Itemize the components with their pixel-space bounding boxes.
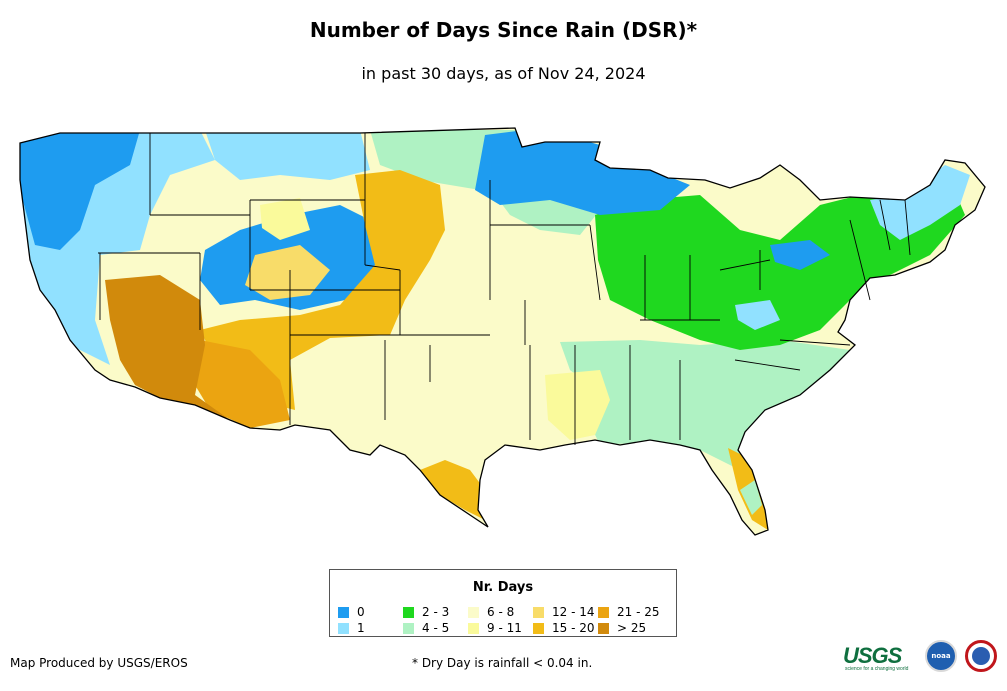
zone-9-11-lower-mississippi — [545, 370, 610, 440]
legend-item: 0 — [338, 605, 365, 619]
logo-group: USGS science for a changing world noaa — [843, 640, 1003, 676]
zone-15-20-plains — [200, 170, 445, 410]
map-title: Number of Days Since Rain (DSR)* — [309, 18, 698, 42]
legend-swatch — [403, 606, 414, 618]
zone-15-20-texas-coast — [420, 460, 485, 520]
zone-1-virginia — [735, 300, 780, 330]
legend: Nr. Days 0 1 2 - 3 4 - 5 6 - 8 9 - 11 12 - 14 1… — [329, 569, 677, 637]
legend-item: 21 - 25 — [598, 605, 660, 619]
legend-swatch — [533, 606, 544, 618]
zone-1-new-england — [870, 165, 970, 240]
legend-item: > 25 — [598, 621, 646, 635]
legend-item: 15 - 20 — [533, 621, 595, 635]
state-boundaries — [98, 133, 911, 445]
legend-label: 21 - 25 — [617, 605, 660, 619]
dry-day-footnote: * Dry Day is rainfall < 0.04 in. — [412, 656, 593, 670]
legend-swatch — [338, 606, 349, 618]
legend-swatch — [533, 622, 544, 634]
zone-12-14-colorado — [245, 245, 330, 300]
zone-0-pacific-nw — [20, 130, 140, 250]
map-subtitle: in past 30 days, as of Nov 24, 2024 — [361, 64, 646, 83]
legend-item: 9 - 11 — [468, 621, 522, 635]
legend-swatch — [468, 622, 479, 634]
zone-1-montana — [205, 130, 370, 180]
legend-item: 4 - 5 — [403, 621, 449, 635]
usgs-logo: USGS — [843, 643, 902, 668]
legend-label: 9 - 11 — [487, 621, 522, 635]
legend-title: Nr. Days — [472, 580, 534, 595]
legend-label: 4 - 5 — [422, 621, 450, 635]
legend-label: 0 — [357, 605, 365, 619]
zone-4-5-southeast — [560, 340, 850, 470]
zone-0-pennsylvania — [770, 240, 830, 270]
map-credit: Map Produced by USGS/EROS — [10, 656, 188, 670]
nws-logo-center-icon — [972, 647, 990, 665]
noaa-logo: noaa — [925, 640, 957, 672]
zone-2-3-east — [595, 180, 965, 350]
legend-item: 1 — [338, 621, 365, 635]
zone-0-upper-midwest — [475, 128, 690, 215]
legend-swatch — [338, 622, 349, 634]
legend-label: > 25 — [617, 621, 647, 635]
legend-label: 15 - 20 — [552, 621, 595, 635]
nws-logo — [965, 640, 997, 672]
legend-label: 12 - 14 — [552, 605, 595, 619]
zone-21-25-arizona — [195, 340, 290, 428]
usgs-tagline: science for a changing world — [845, 666, 909, 672]
state-lines — [98, 133, 911, 445]
legend-item: 12 - 14 — [533, 605, 595, 619]
legend-label: 1 — [357, 621, 365, 635]
zone-gt25-desert — [105, 275, 230, 420]
zone-9-11-wyoming — [260, 198, 310, 240]
legend-label: 2 - 3 — [422, 605, 450, 619]
legend-swatch — [468, 606, 479, 618]
legend-label: 6 - 8 — [487, 605, 515, 619]
legend-swatch — [598, 606, 609, 618]
legend-item: 2 - 3 — [403, 605, 449, 619]
legend-swatch — [403, 622, 414, 634]
legend-item: 6 - 8 — [468, 605, 514, 619]
legend-swatch — [598, 622, 609, 634]
zone-4-5-florida — [740, 480, 762, 515]
